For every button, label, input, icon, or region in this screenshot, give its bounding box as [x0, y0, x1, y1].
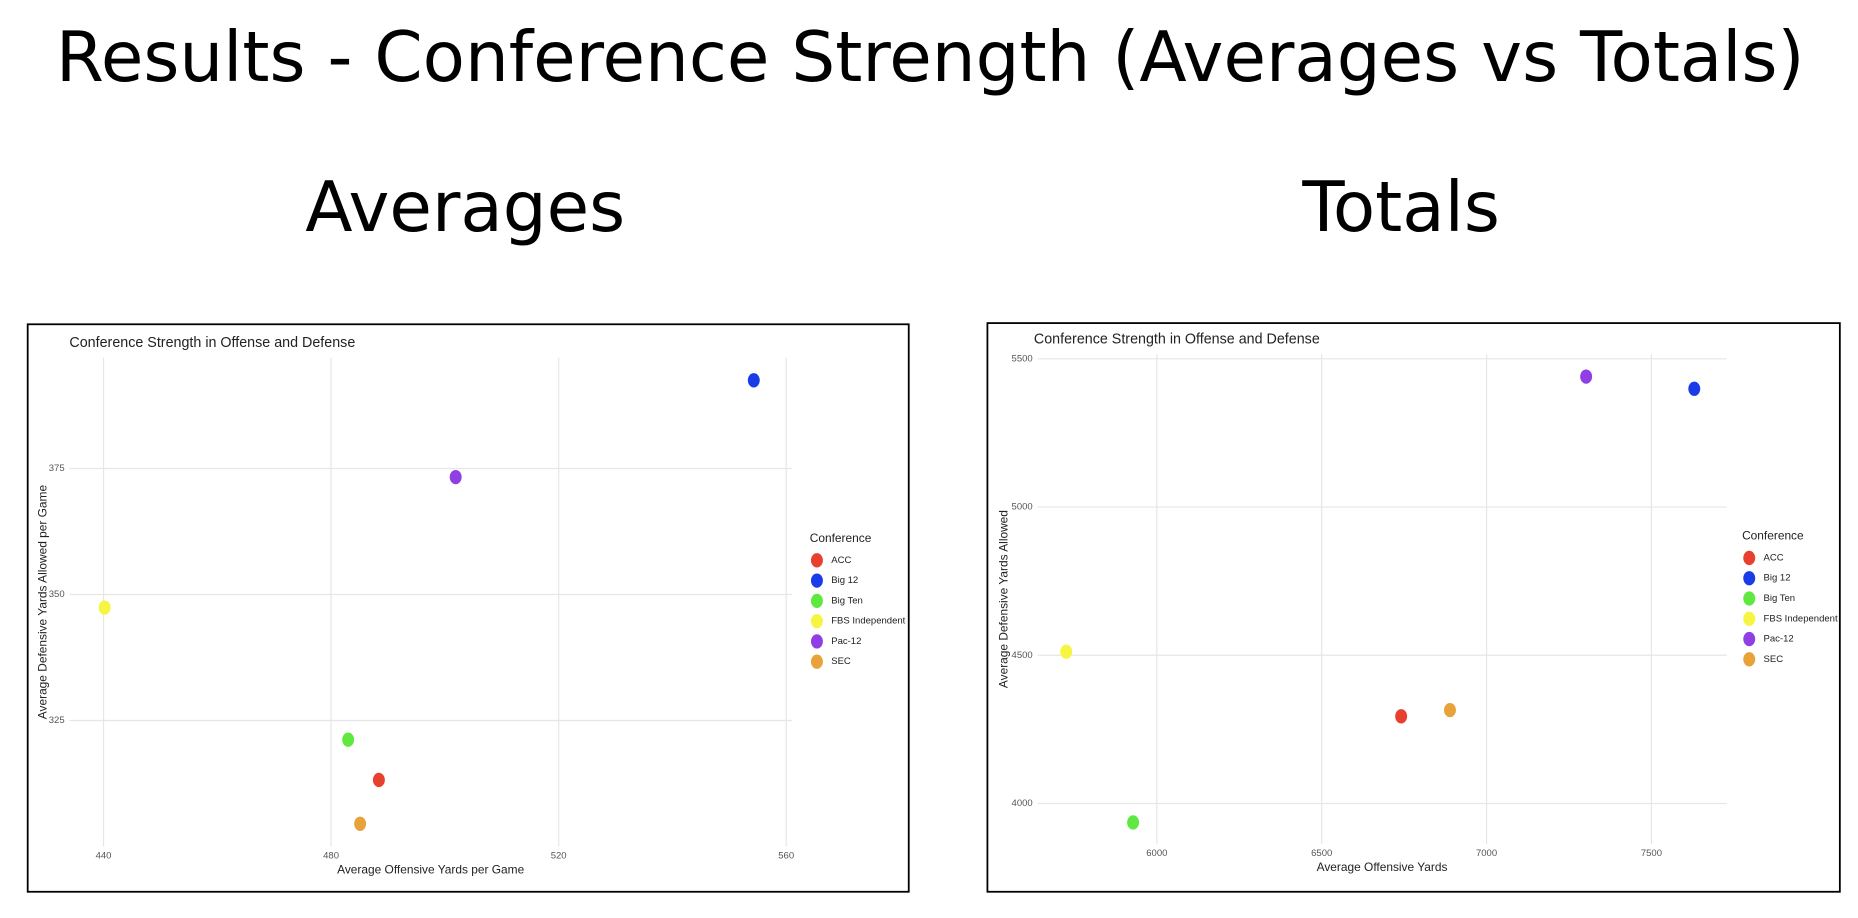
x-tick-label: 480: [323, 851, 339, 862]
legend-label: FBS Independent: [1764, 613, 1838, 624]
x-tick-label: 440: [96, 851, 112, 862]
left-heading: Averages: [305, 168, 625, 248]
data-point: [1443, 702, 1456, 718]
legend-label: SEC: [831, 656, 851, 667]
legend-marker: [810, 634, 823, 649]
x-axis-label: Average Offensive Yards: [1317, 860, 1448, 874]
legend-marker: [1743, 631, 1756, 647]
data-point: [1060, 644, 1073, 659]
legend-title: Conference: [810, 531, 872, 545]
y-axis-label: Average Defensive Yards Allowed: [996, 510, 1010, 688]
legend-label: Pac-12: [831, 636, 861, 647]
x-axis-label: Average Offensive Yards per Game: [337, 862, 524, 876]
x-tick-label: 7000: [1476, 848, 1497, 859]
x-tick-label: 7500: [1641, 848, 1662, 859]
legend-marker: [1743, 550, 1756, 566]
legend-title: Conference: [1742, 529, 1804, 543]
legend-marker: [810, 654, 823, 669]
chart-frame: [26, 323, 910, 893]
chart-title: Conference Strength in Offense and Defen…: [69, 335, 355, 351]
slide-title: Results - Conference Strength (Averages …: [56, 18, 1805, 98]
data-point: [1688, 381, 1701, 396]
data-point: [449, 469, 462, 485]
x-tick-label: 6500: [1311, 848, 1332, 859]
legend-label: ACC: [1764, 552, 1784, 563]
data-point: [747, 373, 760, 388]
legend-label: FBS Independent: [831, 616, 905, 627]
legend-marker: [1743, 571, 1756, 586]
legend-marker: [810, 573, 823, 588]
x-tick-label: 560: [778, 851, 794, 862]
legend-label: ACC: [831, 555, 851, 566]
legend-marker: [1743, 611, 1756, 626]
x-tick-label: 6000: [1146, 848, 1167, 859]
legend-label: SEC: [1764, 654, 1784, 665]
y-tick-label: 325: [49, 715, 65, 726]
legend-label: Pac-12: [1764, 634, 1794, 645]
y-tick-label: 4000: [1012, 798, 1033, 809]
data-point: [1127, 815, 1140, 830]
legend-marker: [810, 593, 823, 609]
right-heading: Totals: [1301, 168, 1499, 248]
legend-marker: [1743, 591, 1756, 606]
data-point: [1395, 709, 1408, 724]
legend-marker: [1743, 652, 1756, 667]
y-tick-label: 375: [49, 463, 65, 474]
chart-frame: [986, 322, 1841, 893]
y-tick-label: 4500: [1012, 650, 1033, 661]
y-tick-label: 5000: [1012, 502, 1033, 513]
y-tick-label: 350: [49, 589, 65, 600]
legend-marker: [810, 553, 823, 568]
x-tick-label: 520: [551, 851, 567, 862]
y-axis-label: Average Defensive Yards Allowed per Game: [35, 485, 49, 720]
legend-label: Big Ten: [831, 595, 863, 606]
y-tick-label: 5500: [1012, 353, 1033, 364]
legend-label: Big Ten: [1764, 593, 1796, 604]
data-point: [342, 732, 355, 747]
data-point: [1580, 369, 1593, 384]
legend-marker: [810, 613, 823, 629]
data-point: [372, 772, 385, 788]
data-point: [98, 600, 111, 615]
legend-label: Big 12: [831, 575, 858, 586]
chart-title: Conference Strength in Offense and Defen…: [1034, 332, 1320, 348]
legend-label: Big 12: [1764, 573, 1791, 584]
data-point: [354, 816, 367, 831]
